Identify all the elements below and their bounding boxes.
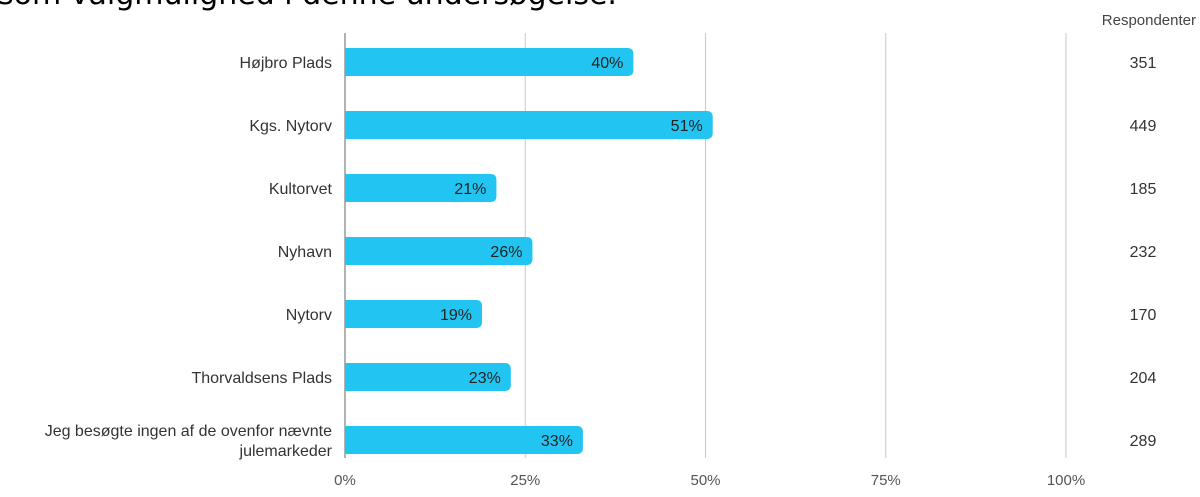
bar-value-label: 23%: [469, 370, 501, 387]
bar-value-label: 33%: [541, 433, 573, 450]
respondents-value: 170: [1130, 307, 1157, 324]
respondents-value: 204: [1130, 370, 1157, 387]
bar: [345, 111, 713, 139]
bar: [345, 300, 482, 328]
x-tick-label: 75%: [871, 472, 901, 489]
bar-value-label: 26%: [490, 244, 522, 261]
respondents-header: Respondenter: [1101, 12, 1196, 29]
category-label: Jeg besøgte ingen af de ovenfor nævnte ju…: [45, 423, 333, 460]
x-tick-label: 100%: [1047, 472, 1085, 489]
respondents-value: 449: [1130, 118, 1157, 135]
bar: [345, 363, 511, 391]
bar-value-label: 51%: [671, 118, 703, 135]
cropped-caption: som valgmulighed i denne undersøgelse.: [0, 0, 617, 10]
x-tick-label: 50%: [690, 472, 720, 489]
x-tick-label: 0%: [334, 472, 356, 489]
bar: [345, 426, 583, 454]
category-label: Kultorvet: [269, 181, 333, 198]
category-label: Thorvaldsens Plads: [191, 370, 332, 387]
respondents-value: 185: [1130, 181, 1157, 198]
respondents-value: 232: [1130, 244, 1157, 261]
category-label: Højbro Plads: [240, 55, 332, 72]
bar: [345, 237, 533, 265]
respondents-value: 351: [1130, 55, 1157, 72]
x-tick-label: 25%: [510, 472, 540, 489]
bar-value-label: 40%: [591, 55, 623, 72]
bar: [345, 174, 497, 202]
bar: [345, 48, 634, 76]
bar-value-label: 21%: [454, 181, 486, 198]
bars: [345, 48, 713, 454]
category-label: Nyhavn: [278, 244, 332, 261]
category-label: Nytorv: [286, 307, 332, 324]
bar-value-label: 19%: [440, 307, 472, 324]
category-label: Kgs. Nytorv: [249, 118, 332, 135]
respondents-value: 289: [1130, 433, 1157, 450]
labels: 0% 25% 50% 75% 100% 40% Højbro Plads 351 51% Kgs.…: [45, 55, 1157, 489]
